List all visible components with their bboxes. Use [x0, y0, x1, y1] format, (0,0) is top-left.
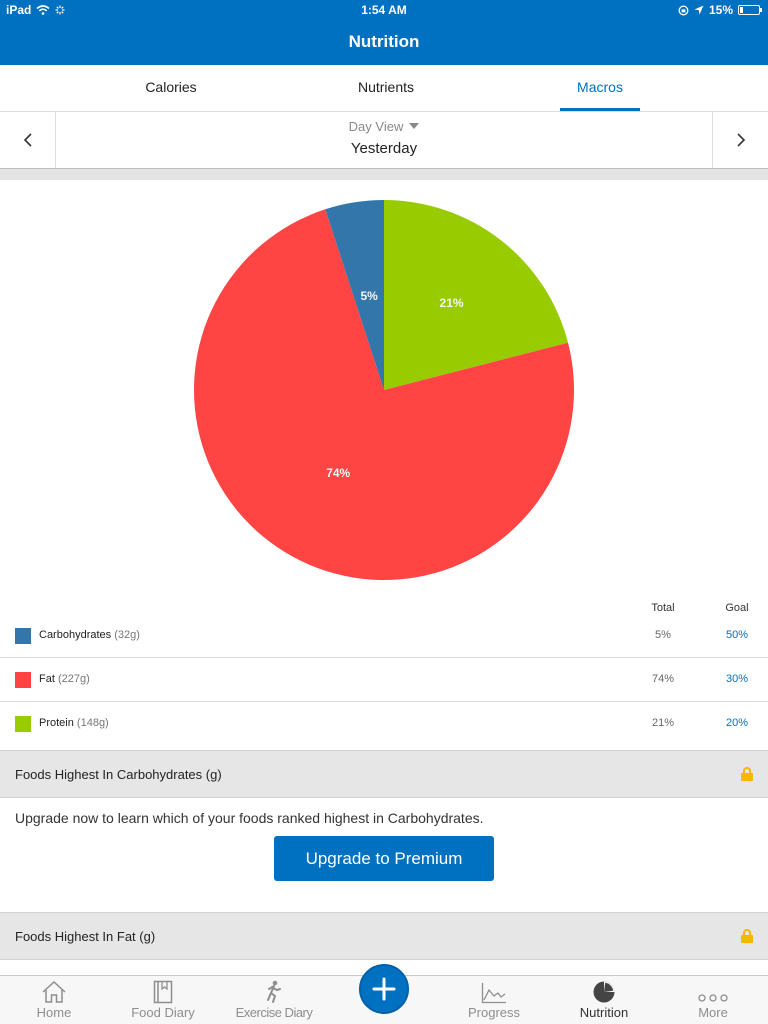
- section-foods-highest-fat[interactable]: Foods Highest In Fat (g): [0, 912, 768, 960]
- protein-name: Protein: [39, 717, 74, 729]
- carbohydrates-goal[interactable]: 50%: [725, 629, 749, 641]
- selected-date: Yesterday: [350, 140, 418, 157]
- chevron-right-icon: [736, 133, 745, 147]
- lock-icon: [741, 767, 753, 781]
- tab-bar-label: Progress: [467, 1005, 521, 1020]
- runner-icon: [267, 980, 281, 1003]
- pie-slice-fat: [194, 209, 574, 580]
- tab-bar-exercise-diary[interactable]: Exercise Diary: [232, 976, 316, 1024]
- protein-swatch: [15, 716, 31, 732]
- section-title: Foods Highest In Carbohydrates (g): [15, 767, 222, 782]
- tab-bar-home[interactable]: Home: [24, 976, 84, 1024]
- tab-bar-label: Food Diary: [131, 1005, 195, 1020]
- protein-label: Protein (148g): [39, 717, 109, 729]
- segment-tabs: Calories Nutrients Macros: [0, 65, 768, 112]
- tab-bar-more[interactable]: More: [683, 976, 743, 1024]
- fat-label: Fat (227g): [39, 673, 90, 685]
- fat-total: 74%: [651, 673, 675, 685]
- orientation-lock-icon: [678, 5, 689, 15]
- legend-row-protein: Protein (148g) 21% 20%: [0, 702, 768, 746]
- caret-down-icon: [409, 123, 420, 129]
- pie-chart-icon: [593, 981, 615, 1003]
- carbohydrates-name: Carbohydrates: [39, 629, 112, 641]
- day-view-dropdown[interactable]: Day View: [0, 119, 768, 134]
- protein-total: 21%: [651, 717, 675, 729]
- day-selector: Day View Yesterday: [0, 112, 768, 169]
- previous-day-button[interactable]: [0, 112, 56, 168]
- carbohydrates-swatch: [15, 628, 31, 644]
- wifi-icon: [36, 5, 50, 15]
- status-time: 1:54 AM: [361, 3, 407, 17]
- plus-icon: [372, 977, 396, 1001]
- activity-spinner-icon: [55, 5, 65, 15]
- book-icon: [153, 980, 173, 1004]
- section-foods-highest-carbohydrates[interactable]: Foods Highest In Carbohydrates (g): [0, 750, 768, 798]
- next-day-button[interactable]: [712, 112, 768, 168]
- fat-swatch: [15, 672, 31, 688]
- device-label: iPad: [6, 3, 32, 17]
- day-view-label: Day View: [348, 119, 404, 134]
- battery-icon: [738, 5, 762, 15]
- tab-bar-progress[interactable]: Progress: [459, 976, 529, 1024]
- fat-grams: (227g): [57, 673, 90, 685]
- carbohydrates-grams: (32g): [114, 629, 140, 641]
- pie-label-fat: 74%: [326, 466, 350, 480]
- legend-row-carbohydrates: Carbohydrates (32g) 5% 50%: [0, 614, 768, 658]
- tab-nutrients[interactable]: Nutrients: [357, 79, 415, 95]
- section-title: Foods Highest In Fat (g): [15, 929, 156, 944]
- protein-goal[interactable]: 20%: [725, 717, 749, 729]
- nav-title: Nutrition: [0, 20, 768, 65]
- macros-pie-chart: 21% 74% 5%: [194, 200, 574, 580]
- pie-label-protein: 21%: [440, 296, 464, 310]
- status-bar: iPad 1:54 AM 15%: [0, 0, 768, 20]
- pie-label-carbohydrates: 5%: [360, 289, 378, 303]
- upgrade-message: Upgrade now to learn which of your foods…: [15, 810, 484, 826]
- protein-grams: (148g): [76, 717, 109, 729]
- add-entry-button[interactable]: [359, 964, 409, 1014]
- legend-header: Total Goal: [0, 600, 768, 620]
- ellipsis-icon: [698, 994, 728, 1002]
- line-chart-icon: [481, 983, 506, 1004]
- home-icon: [42, 980, 66, 1003]
- tab-bar-label: More: [698, 1005, 728, 1020]
- pie-slice-carbohydrates: [325, 200, 384, 390]
- upgrade-to-premium-button[interactable]: Upgrade to Premium: [274, 836, 494, 881]
- fat-goal[interactable]: 30%: [725, 673, 749, 685]
- pie-slice-protein: [384, 200, 569, 390]
- tab-macros[interactable]: Macros: [560, 65, 640, 111]
- tab-calories[interactable]: Calories: [145, 79, 197, 95]
- carbohydrates-total: 5%: [655, 629, 671, 641]
- chevron-left-icon: [23, 133, 32, 147]
- tab-bar-nutrition[interactable]: Nutrition: [569, 976, 639, 1024]
- tab-bar-label: Exercise Diary: [235, 1005, 313, 1020]
- tab-bar-food-diary[interactable]: Food Diary: [123, 976, 203, 1024]
- total-column-header: Total: [651, 602, 675, 614]
- fat-name: Fat: [39, 673, 55, 685]
- divider-strip: [0, 169, 768, 180]
- battery-percent: 15%: [708, 3, 733, 17]
- tab-bar-label: Home: [36, 1005, 72, 1020]
- tab-bar-label: Nutrition: [579, 1005, 629, 1020]
- goal-column-header: Goal: [725, 602, 749, 614]
- carbohydrates-label: Carbohydrates (32g): [39, 629, 140, 641]
- legend-row-fat: Fat (227g) 74% 30%: [0, 658, 768, 702]
- location-arrow-icon: [694, 5, 704, 15]
- lock-icon: [741, 929, 753, 943]
